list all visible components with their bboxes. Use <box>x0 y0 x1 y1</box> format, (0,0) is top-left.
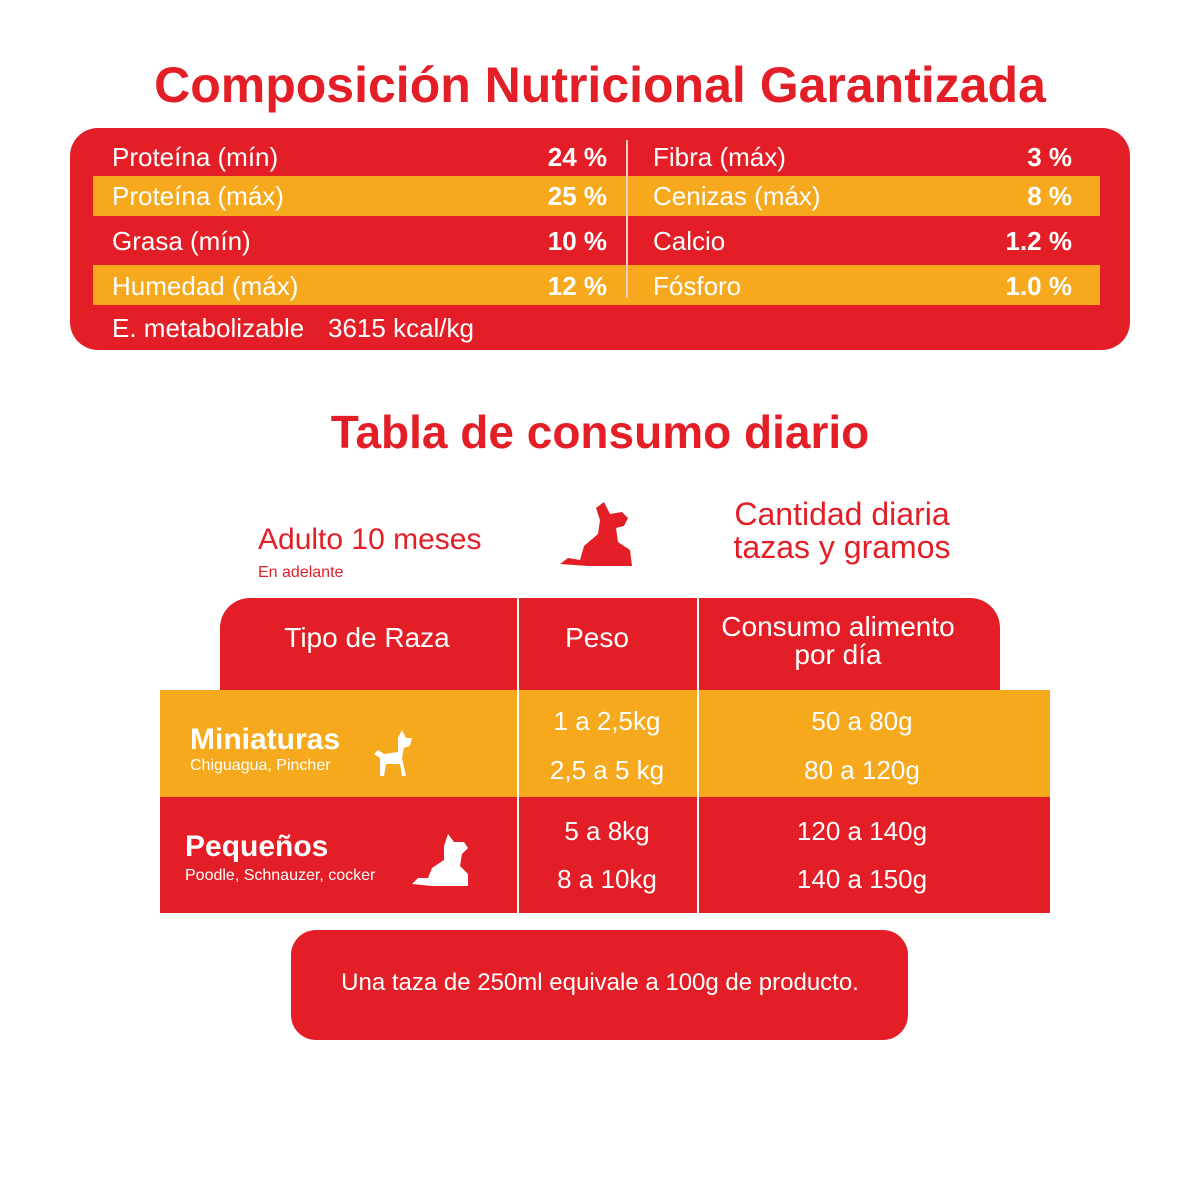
nutrient-label: Humedad (máx) <box>112 271 299 301</box>
nutrient-label: Proteína (mín) <box>112 142 279 172</box>
column-divider <box>517 598 519 913</box>
header: por día <box>794 639 882 670</box>
nutrient-label: Cenizas (máx) <box>653 181 821 211</box>
nutrient-label: Grasa (mín) <box>112 226 251 256</box>
quantity-label: tazas y gramos <box>733 529 951 565</box>
header: Tipo de Raza <box>284 622 450 653</box>
nutrient-value: 1.2 % <box>1005 226 1073 256</box>
band <box>93 176 1100 216</box>
weight: 5 a 8kg <box>564 816 650 846</box>
row-bg <box>160 797 1050 913</box>
energy-label: E. metabolizable <box>112 313 305 343</box>
dog-icon <box>412 834 468 886</box>
row-bg <box>160 690 1050 797</box>
title: Tabla de consumo diario <box>330 406 870 458</box>
nutrient-value: 25 % <box>547 181 607 211</box>
nutrient-value: 24 % <box>547 142 607 172</box>
breed-examples: Chiguagua, Pincher <box>190 757 331 774</box>
column-divider <box>697 598 699 913</box>
amount: 80 a 120g <box>804 755 920 785</box>
breed-group: Pequeños <box>185 830 329 863</box>
nutrient-value: 8 % <box>1027 181 1072 211</box>
header: Consumo alimento <box>721 611 955 642</box>
nutrient-label: Proteína (máx) <box>112 181 284 211</box>
energy-value: 3615 kcal/kg <box>328 313 474 343</box>
nutrient-value: 1.0 % <box>1005 271 1073 301</box>
nutrient-value: 3 % <box>1027 142 1072 172</box>
nutrient-value: 10 % <box>547 226 607 256</box>
note: Una taza de 250ml equivale a 100g de pro… <box>341 969 859 996</box>
note-box <box>291 930 908 1040</box>
age-note: En adelante <box>258 564 344 581</box>
title: Composición Nutricional Garantizada <box>154 57 1046 113</box>
divider <box>626 140 628 298</box>
nutrition-box <box>70 128 1130 350</box>
table-header <box>220 598 1000 691</box>
nutrient-label: Fósforo <box>653 271 742 301</box>
nutrient-value: 12 % <box>547 271 607 301</box>
amount: 50 a 80g <box>811 706 913 736</box>
amount: 120 a 140g <box>796 816 928 846</box>
dog-icon <box>560 502 632 566</box>
header: Peso <box>565 622 629 653</box>
nutrient-label: Fibra (máx) <box>653 142 786 172</box>
breed-group: Miniaturas <box>190 723 341 756</box>
weight: 1 a 2,5kg <box>553 706 661 736</box>
breed-examples: Poodle, Schnauzer, cocker <box>185 867 376 884</box>
nutrient-label: Calcio <box>653 226 726 256</box>
weight: 8 a 10kg <box>557 864 657 894</box>
weight: 2,5 a 5 kg <box>549 755 665 785</box>
dog-icon <box>374 730 412 776</box>
amount: 140 a 150g <box>796 864 928 894</box>
quantity-label: Cantidad diaria <box>734 496 950 532</box>
age: Adulto 10 meses <box>258 523 482 556</box>
band <box>93 265 1100 305</box>
